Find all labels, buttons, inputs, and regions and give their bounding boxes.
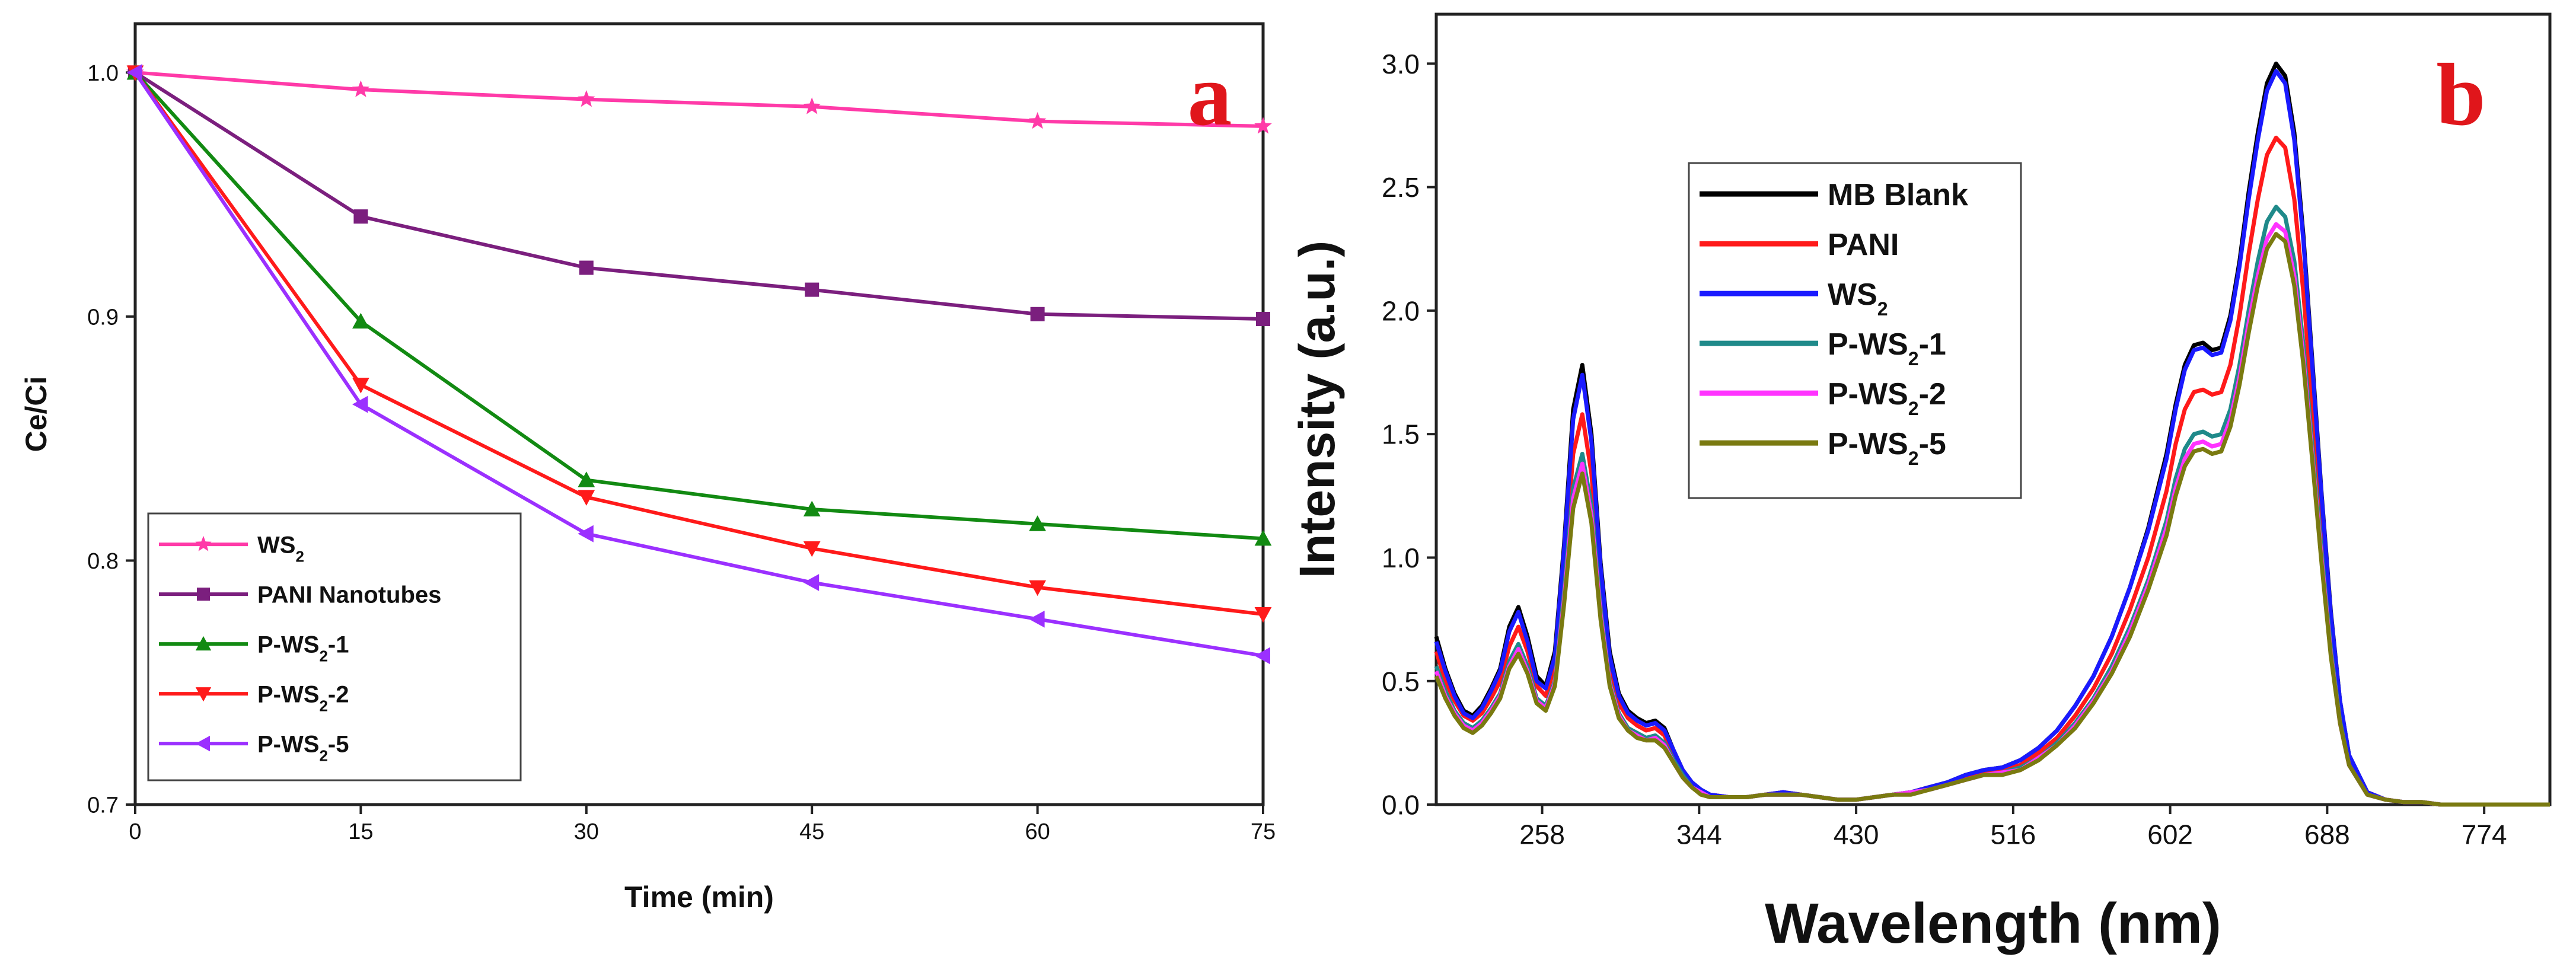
data-point-3-5 — [1254, 607, 1272, 623]
series-line-5 — [1434, 232, 2550, 807]
plot-frame — [133, 22, 1265, 806]
data-point-4-0 — [126, 63, 142, 81]
x-tick-label: 344 — [1676, 819, 1722, 850]
legend-label-4: P-WS2-2 — [1828, 377, 1946, 419]
legend-box — [147, 512, 522, 781]
data-point-2-1 — [352, 312, 369, 329]
x-tick-label: 75 — [1251, 819, 1276, 844]
series-line-3 — [133, 71, 1264, 616]
legend-marker-3 — [195, 687, 212, 702]
legend-label-3: P-WS2-1 — [1828, 327, 1946, 369]
panel-label: b — [2436, 46, 2485, 144]
legend-label-3: P-WS2-2 — [257, 681, 349, 714]
x-tick-label: 774 — [2462, 819, 2507, 850]
legend-marker-4 — [195, 735, 210, 752]
x-tick-label: 688 — [2304, 819, 2350, 850]
data-point-3-4 — [1029, 580, 1046, 596]
panel-label: a — [1188, 46, 1232, 144]
series-line-0 — [135, 71, 1264, 128]
x-tick-label: 60 — [1025, 819, 1050, 844]
legend-label-5: P-WS2-5 — [1828, 427, 1946, 469]
plot-frame — [1434, 12, 2552, 806]
y-axis-title: Intensity (a.u.) — [1289, 241, 1345, 578]
series-line-2 — [1434, 69, 2550, 807]
data-point-1-2 — [579, 260, 594, 275]
y-tick-label: 0.8 — [87, 549, 119, 574]
data-point-1-3 — [805, 282, 820, 297]
series-line-1 — [134, 71, 1264, 321]
legend-label-2: WS2 — [1828, 277, 1888, 320]
data-point-4-2 — [578, 525, 594, 543]
data-point-0-5 — [1254, 117, 1272, 134]
y-tick-label: 2.5 — [1382, 172, 1420, 203]
legend-label-0: MB Blank — [1828, 178, 1968, 212]
legend-marker-0 — [195, 535, 212, 551]
data-point-4-4 — [1029, 610, 1045, 628]
x-tick-label: 602 — [2147, 819, 2193, 850]
y-tick-label: 0.5 — [1382, 666, 1420, 697]
y-tick-label: 1.0 — [1382, 543, 1420, 573]
data-point-1-4 — [1030, 307, 1045, 321]
data-point-4-1 — [352, 395, 368, 413]
data-point-2-2 — [578, 471, 595, 487]
data-point-2-4 — [1029, 515, 1046, 531]
data-point-4-5 — [1254, 647, 1270, 665]
data-point-0-1 — [352, 80, 370, 97]
data-point-0-2 — [578, 90, 595, 107]
x-axis-title: Wavelength (nm) — [1765, 892, 2221, 955]
data-point-3-2 — [578, 490, 595, 506]
y-tick-label: 2.0 — [1382, 295, 1420, 326]
data-point-4-3 — [803, 574, 820, 591]
legend-label-2: P-WS2-1 — [257, 631, 349, 665]
x-tick-label: 258 — [1519, 819, 1565, 850]
y-tick-label: 1.5 — [1382, 419, 1420, 450]
legend-label-1: PANI — [1828, 228, 1899, 262]
data-point-0-4 — [1028, 112, 1047, 129]
data-point-0-3 — [803, 97, 821, 114]
y-tick-label: 0.7 — [87, 793, 119, 818]
x-tick-label: 45 — [799, 819, 824, 844]
data-point-1-5 — [1256, 311, 1270, 326]
legend-label-0: WS2 — [257, 532, 304, 565]
series-line-2 — [133, 71, 1264, 541]
y-tick-label: 1.0 — [87, 61, 119, 86]
x-tick-label: 15 — [348, 819, 373, 844]
data-point-3-1 — [352, 378, 369, 394]
chart-panel-b: 258 344 430 516 602 688 774 0.0 0.5 1.0 1.5 2.0 2.5 3… — [1289, 12, 2552, 955]
x-tick-label: 430 — [1834, 819, 1879, 850]
legend-marker-2 — [195, 636, 212, 651]
data-point-3-3 — [803, 541, 821, 557]
data-point-2-5 — [1254, 529, 1272, 546]
legend-marker-1 — [197, 588, 210, 601]
data-point-2-3 — [803, 500, 821, 517]
y-tick-label: 0.9 — [87, 305, 119, 330]
series-line-4 — [133, 71, 1264, 658]
y-tick-label: 0.0 — [1382, 790, 1420, 821]
x-tick-label: 30 — [574, 819, 599, 844]
legend-label-1: PANI Nanotubes — [257, 582, 441, 608]
chart-panel-a: 0 15 30 45 60 75 0.7 0.8 0.9 1.0 Time (min) Ce/Ci WS… — [20, 22, 1276, 914]
y-tick-label: 3.0 — [1382, 49, 1420, 79]
data-point-1-1 — [353, 209, 368, 224]
x-tick-label: 516 — [1990, 819, 2036, 850]
x-axis-title: Time (min) — [624, 880, 774, 914]
y-axis-title: Ce/Ci — [20, 376, 53, 452]
legend-label-4: P-WS2-5 — [257, 731, 349, 764]
x-tick-label: 0 — [129, 819, 141, 844]
